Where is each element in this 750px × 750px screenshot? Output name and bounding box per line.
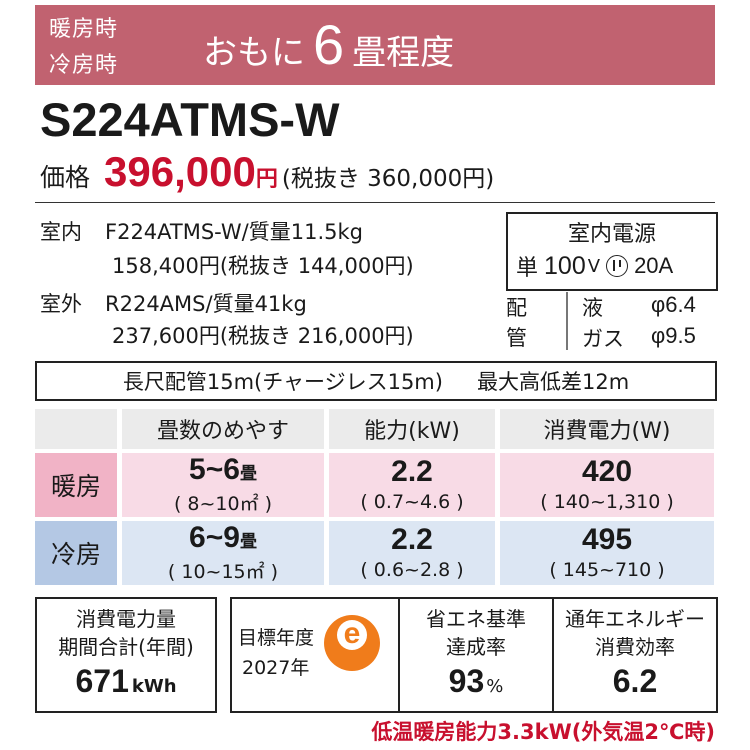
annual-label-1: 消費電力量 [76,607,176,631]
table-header-blank [35,409,117,449]
price-tax-excluded: (税抜き 360,000円) [281,166,495,192]
cooling-tatami-unit: 畳 [239,531,257,551]
target-year-label: 目標年度 [238,627,315,649]
achievement-cell: 省エネ基準 達成率 93% [400,599,552,711]
cooling-capacity-cell: 2.2 ( 0.6~2.8 ) [329,521,495,585]
divider [35,202,715,203]
achievement-unit: % [486,676,504,697]
heating-tatami: 5~6畳 [189,452,257,486]
piping-liquid-value: φ6.4 [651,292,696,317]
eco-mark-icon: e [324,615,380,671]
annual-kwh-unit: kWh [131,676,177,697]
price-row: 価格 396,000 円 (税抜き 360,000円) [40,148,494,196]
heating-capacity-range: ( 0.7~4.6 ) [360,491,464,513]
cooling-power-cell: 495 ( 145~710 ) [500,521,714,585]
indoor-label: 室内 [40,220,82,244]
cooling-row-label: 冷房 [35,521,117,585]
outdoor-model-weight: R224AMS/質量41kg [105,292,307,316]
heating-tatami-range: ( 8~10㎡ ) [173,492,273,515]
apf-cell: 通年エネルギー 消費効率 6.2 [554,599,716,711]
heating-tatami-unit: 畳 [239,463,257,483]
achievement-label-1: 省エネ基準 [426,607,526,631]
achievement-rate: 93 [448,663,485,699]
banner-suffix: 畳程度 [352,33,455,73]
heating-power-range: ( 140~1,310 ) [540,491,674,513]
long-pipe-chargeless: 長尺配管15m(チャージレス15m) [122,370,443,394]
cooling-tatami: 6~9畳 [189,520,257,554]
heating-capacity: 2.2 [391,455,433,488]
heating-power: 420 [581,455,633,488]
annual-kwh-value: 671 [75,663,129,699]
eco-mark-letter: e [337,619,367,650]
outdoor-label: 室外 [40,292,82,316]
banner-tatami-number: 6 [313,13,345,76]
divider [398,599,400,711]
divider [552,599,554,711]
banner-room-size: おもに 6 畳程度 [203,17,454,74]
apf-label-1: 通年エネルギー [565,607,705,631]
power-phase: 単 [516,256,539,281]
power-voltage-unit: V [587,255,601,277]
apf-label-2: 消費効率 [595,635,675,659]
banner-prefix: おもに [203,33,305,73]
piping-liquid-label: 液 [582,296,603,320]
cooling-capacity-range: ( 0.6~2.8 ) [360,559,464,581]
room-size-banner: 暖房時 冷房時 おもに 6 畳程度 [35,5,715,85]
indoor-price: 158,400円(税抜き 144,000円) [112,254,414,278]
heating-capacity-cell: 2.2 ( 0.7~4.6 ) [329,453,495,517]
piping-gas-label: ガス [582,327,624,351]
long-pipe-max-height: 最大高低差12m [476,370,630,394]
apf-value: 6.2 [612,663,658,699]
price-label: 価格 [40,163,91,192]
cooling-power-range: ( 145~710 ) [549,559,665,581]
banner-heating-label: 暖房時 [49,17,119,42]
table-header-capacity: 能力(kW) [329,409,495,449]
cooling-tatami-value: 6~9 [189,520,240,554]
table-header-tatami: 畳数のめやす [122,409,324,449]
indoor-power-box: 室内電源 単 100 V 20A [506,212,718,291]
heating-power-cell: 420 ( 140~1,310 ) [500,453,714,517]
heating-tatami-cell: 5~6畳 ( 8~10㎡ ) [122,453,324,517]
banner-cooling-label: 冷房時 [49,53,119,78]
indoor-model-weight: F224ATMS-W/質量11.5kg [105,220,363,244]
achievement-label-2: 達成率 [446,635,506,659]
cooling-tatami-cell: 6~9畳 ( 10~15㎡ ) [122,521,324,585]
cooling-power: 495 [581,523,633,556]
low-temp-heating-note: 低温暖房能力3.3kW(外気温2℃時) [371,720,715,744]
target-year-value: 2027年 [242,657,310,679]
power-title: 室内電源 [567,222,656,247]
power-voltage: 100 [544,251,586,280]
table-header-power: 消費電力(W) [500,409,714,449]
power-spec: 単 100 V 20A [516,250,673,282]
price-unit: 円 [255,167,278,192]
piping-gas-value: φ9.5 [651,323,696,348]
model-number: S224ATMS-W [40,93,340,146]
cooling-tatami-range: ( 10~15㎡ ) [167,560,279,583]
annual-label-2: 期間合計(年間) [58,635,194,659]
outdoor-price: 237,600円(税抜き 216,000円) [112,324,414,348]
outlet-icon [606,255,629,277]
power-amperage: 20A [634,253,674,278]
heating-row-label: 暖房 [35,453,117,517]
heating-tatami-value: 5~6 [189,452,240,486]
long-pipe-box: 長尺配管15m(チャージレス15m) 最大高低差12m [35,361,717,401]
price-value: 396,000 [104,148,256,195]
piping-label: 配管 [506,296,527,350]
annual-consumption-box: 消費電力量 期間合計(年間) 671 kWh [35,597,217,713]
achievement-value: 93% [400,663,552,700]
piping-separator [566,292,568,350]
cooling-capacity: 2.2 [391,523,433,556]
annual-value: 671 kWh [37,663,215,700]
energy-saving-box: 目標年度 2027年 e 省エネ基準 達成率 93% 通年エネルギー 消費効率 … [230,597,718,713]
